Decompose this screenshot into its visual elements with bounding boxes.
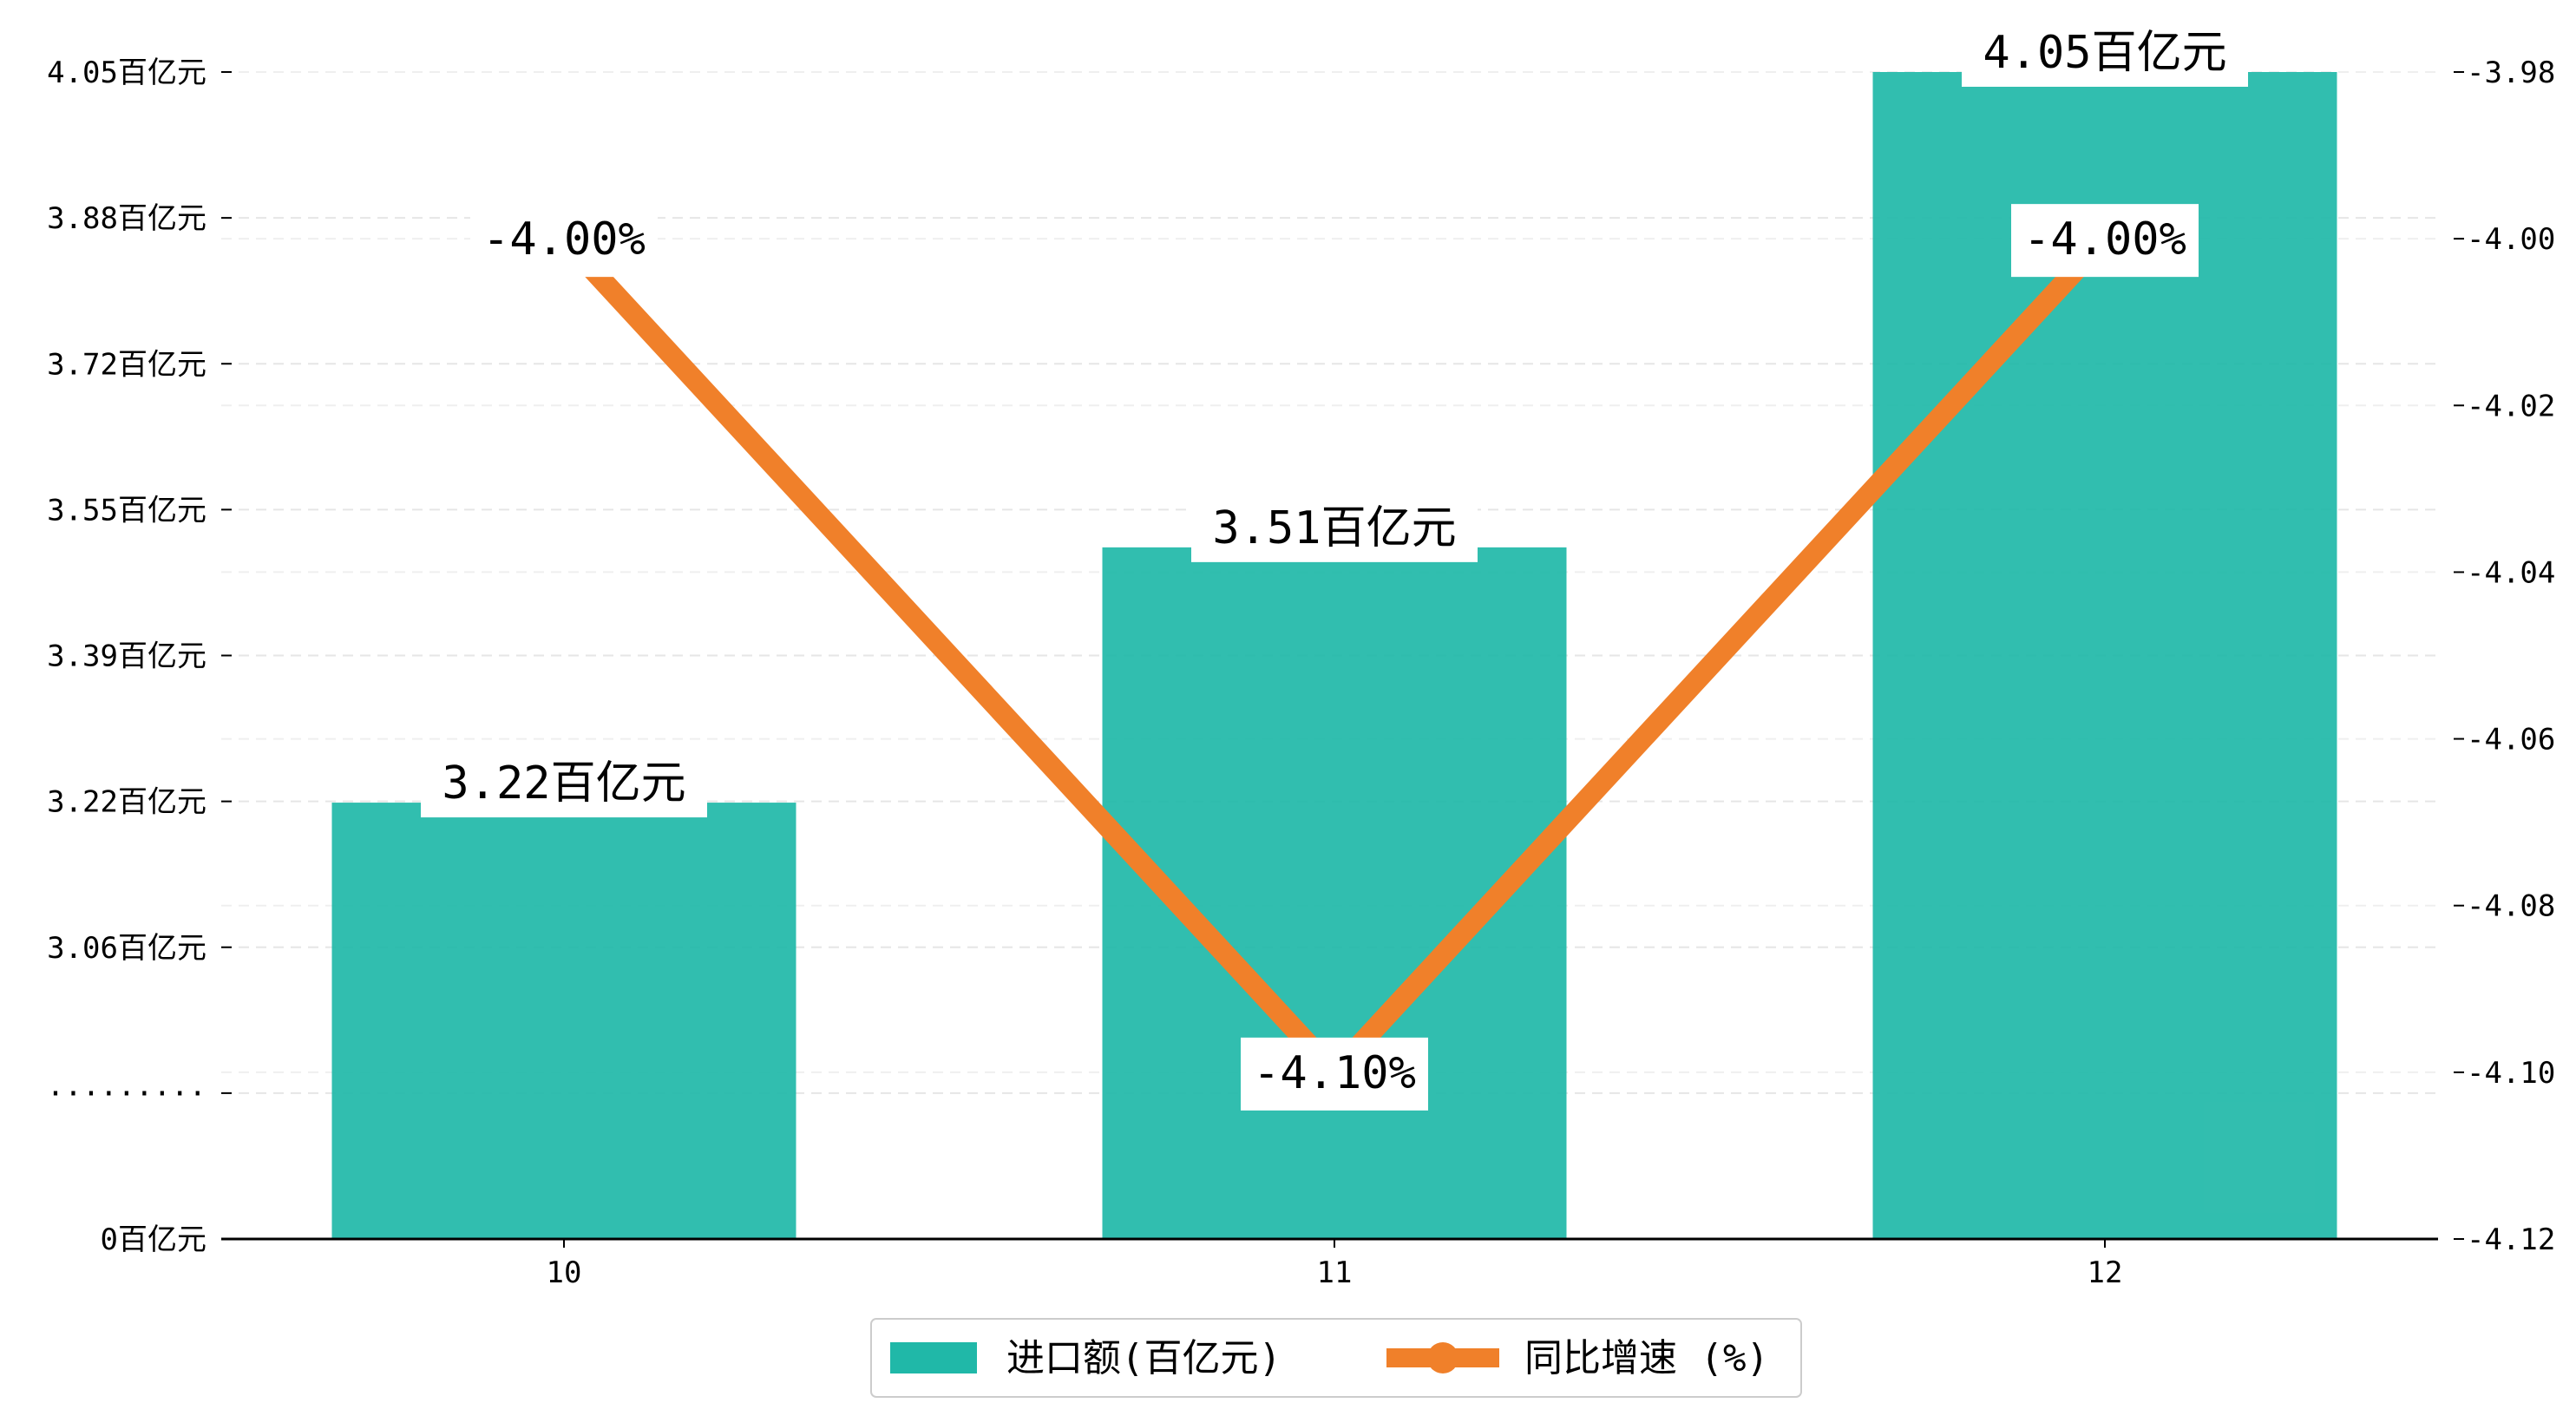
x-tick-label: 11: [1317, 1255, 1353, 1290]
bar-value-label: 4.05百亿元: [1983, 27, 2226, 79]
line-label-box: [2011, 204, 2199, 278]
x-tick-label: 10: [547, 1255, 582, 1290]
right-tick-label: -4.08: [2467, 889, 2555, 924]
bar-label-box: [1191, 492, 1478, 562]
legend-label-line: 同比增速 (%): [1524, 1336, 1769, 1380]
x-tick-label: 12: [2088, 1255, 2123, 1290]
legend-label-bar: 进口额(百亿元): [1006, 1336, 1281, 1380]
left-tick-label: 3.39百亿元: [47, 639, 206, 674]
bar-label-box: [1962, 17, 2248, 87]
line-value-label: -4.00%: [2023, 213, 2186, 266]
legend-frame: [870, 1318, 1802, 1398]
axes: 0百亿元 ········· 3.06百亿元 3.22百亿元 3.39百亿元 3.55百亿…: [47, 56, 2556, 1290]
right-tick-label: -4.06: [2467, 723, 2555, 757]
line-label-box: [470, 204, 658, 278]
left-tick-label: 3.06百亿元: [47, 931, 206, 966]
left-tick-label: ·········: [47, 1077, 206, 1111]
left-tick-label: 0百亿元: [101, 1223, 206, 1257]
left-tick-label: 3.88百亿元: [47, 201, 206, 236]
right-tick-label: -3.98: [2467, 56, 2555, 90]
right-tick-label: -4.04: [2467, 555, 2555, 590]
right-tick-label: -4.10: [2467, 1056, 2555, 1091]
bar-labels: 3.22百亿元 3.51百亿元 4.05百亿元: [421, 17, 2248, 818]
left-tick-label: 3.55百亿元: [47, 493, 206, 528]
legend: 进口额(百亿元) 同比增速 (%): [870, 1318, 1802, 1398]
left-tick-label: 3.22百亿元: [47, 785, 206, 820]
line-value-label: -4.00%: [482, 213, 646, 266]
left-tick-label: 4.05百亿元: [47, 56, 206, 90]
line-label-box: [1241, 1037, 1428, 1111]
line-labels: -4.00% -4.10% -4.00%: [470, 204, 2199, 1111]
bar-value-label: 3.22百亿元: [442, 757, 685, 810]
bar-value-label: 3.51百亿元: [1212, 502, 1456, 554]
legend-swatch-bar: [890, 1342, 977, 1373]
bar-10: [331, 803, 796, 1239]
right-tick-label: -4.02: [2467, 389, 2555, 423]
left-tick-label: 3.72百亿元: [47, 347, 206, 382]
legend-swatch-marker: [1427, 1342, 1458, 1373]
right-tick-label: -4.00: [2467, 222, 2555, 257]
right-tick-label: -4.12: [2467, 1223, 2555, 1257]
bar-label-box: [421, 748, 707, 818]
line-value-label: -4.10%: [1253, 1047, 1416, 1099]
